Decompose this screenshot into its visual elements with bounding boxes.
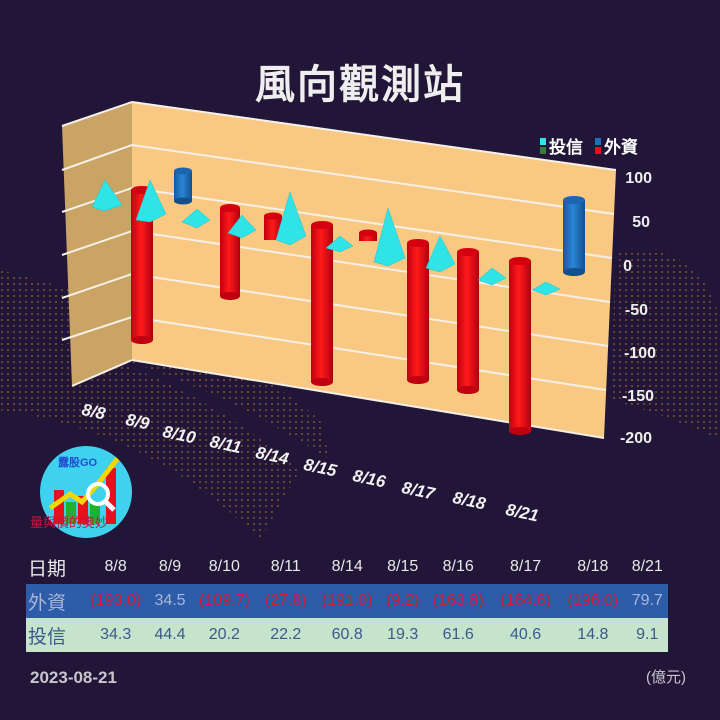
brand-logo: 露股GO [40, 446, 132, 538]
unit-label: (億元) [646, 669, 686, 686]
foreign-series [131, 167, 585, 435]
logo-brand-text: 露股GO [58, 457, 98, 469]
y-tick: -100 [623, 345, 656, 362]
date-cell: 8/21 [631, 558, 663, 575]
chart-back-wall [132, 102, 616, 438]
value-cell: 60.8 [313, 618, 381, 652]
data-table: 日期 8/8 8/9 8/10 8/11 8/14 8/15 8/16 8/17… [26, 550, 668, 652]
y-tick: 0 [623, 258, 632, 275]
legend-label: 外資 [604, 138, 638, 158]
date-cell: 8/9 [158, 558, 182, 575]
value-cell: 79.7 [626, 584, 668, 618]
legend-swatch-foreign [595, 137, 601, 154]
legend-swatch-trust [540, 137, 546, 154]
y-tick: 100 [625, 170, 652, 187]
value-cell: (27.8) [258, 584, 314, 618]
y-tick: 50 [632, 214, 650, 231]
value-cell: 34.5 [149, 584, 191, 618]
table-row-trust: 投信 34.3 44.4 20.2 22.2 60.8 19.3 61.6 40… [26, 618, 668, 652]
y-tick: -50 [624, 302, 648, 319]
date-cell: 8/11 [270, 558, 301, 575]
value-cell: 61.6 [424, 618, 492, 652]
value-cell: (9.2) [380, 584, 425, 618]
report-date: 2023-08-21 [30, 668, 117, 687]
date-cell: 8/14 [331, 558, 363, 575]
date-cell: 8/10 [208, 558, 240, 575]
y-tick: -150 [621, 388, 654, 405]
value-cell: 34.3 [82, 618, 150, 652]
date-cell: 8/17 [509, 558, 542, 575]
page-title: 風向觀測站 [255, 62, 465, 108]
y-tick: -200 [619, 430, 652, 447]
row-header: 投信 [26, 618, 82, 652]
table-row-dates: 日期 8/8 8/9 8/10 8/11 8/14 8/15 8/16 8/17… [26, 550, 668, 584]
value-cell: 22.2 [258, 618, 314, 652]
value-cell: (164.6) [491, 584, 560, 618]
value-cell: (191.0) [313, 584, 381, 618]
value-cell: (109.7) [190, 584, 259, 618]
date-cell: 8/15 [387, 558, 419, 575]
chart-legend: 投信 外資 [540, 133, 638, 158]
legend-item-trust: 投信 [540, 133, 583, 158]
logo-tagline: 量與價的奧妙 [30, 516, 109, 531]
table-row-foreign: 外資 (193.0) 34.5 (109.7) (27.8) (191.0) (… [26, 584, 668, 618]
legend-item-foreign: 外資 [595, 133, 638, 158]
value-cell: 19.3 [380, 618, 425, 652]
value-cell: (193.0) [82, 584, 150, 618]
date-cell: 8/16 [442, 558, 474, 575]
value-cell: 40.6 [491, 618, 560, 652]
trust-series [91, 179, 561, 296]
value-cell: (163.8) [424, 584, 492, 618]
legend-label: 投信 [549, 138, 583, 158]
value-cell: 9.1 [626, 618, 668, 652]
value-cell: 44.4 [149, 618, 191, 652]
value-cell: 20.2 [190, 618, 259, 652]
logo-chart-icon [48, 456, 120, 524]
value-cell: 14.8 [559, 618, 627, 652]
value-cell: (196.0) [559, 584, 627, 618]
row-header: 外資 [26, 584, 82, 618]
date-cell: 8/8 [104, 558, 127, 575]
row-header: 日期 [28, 558, 67, 580]
date-cell: 8/18 [577, 558, 609, 575]
